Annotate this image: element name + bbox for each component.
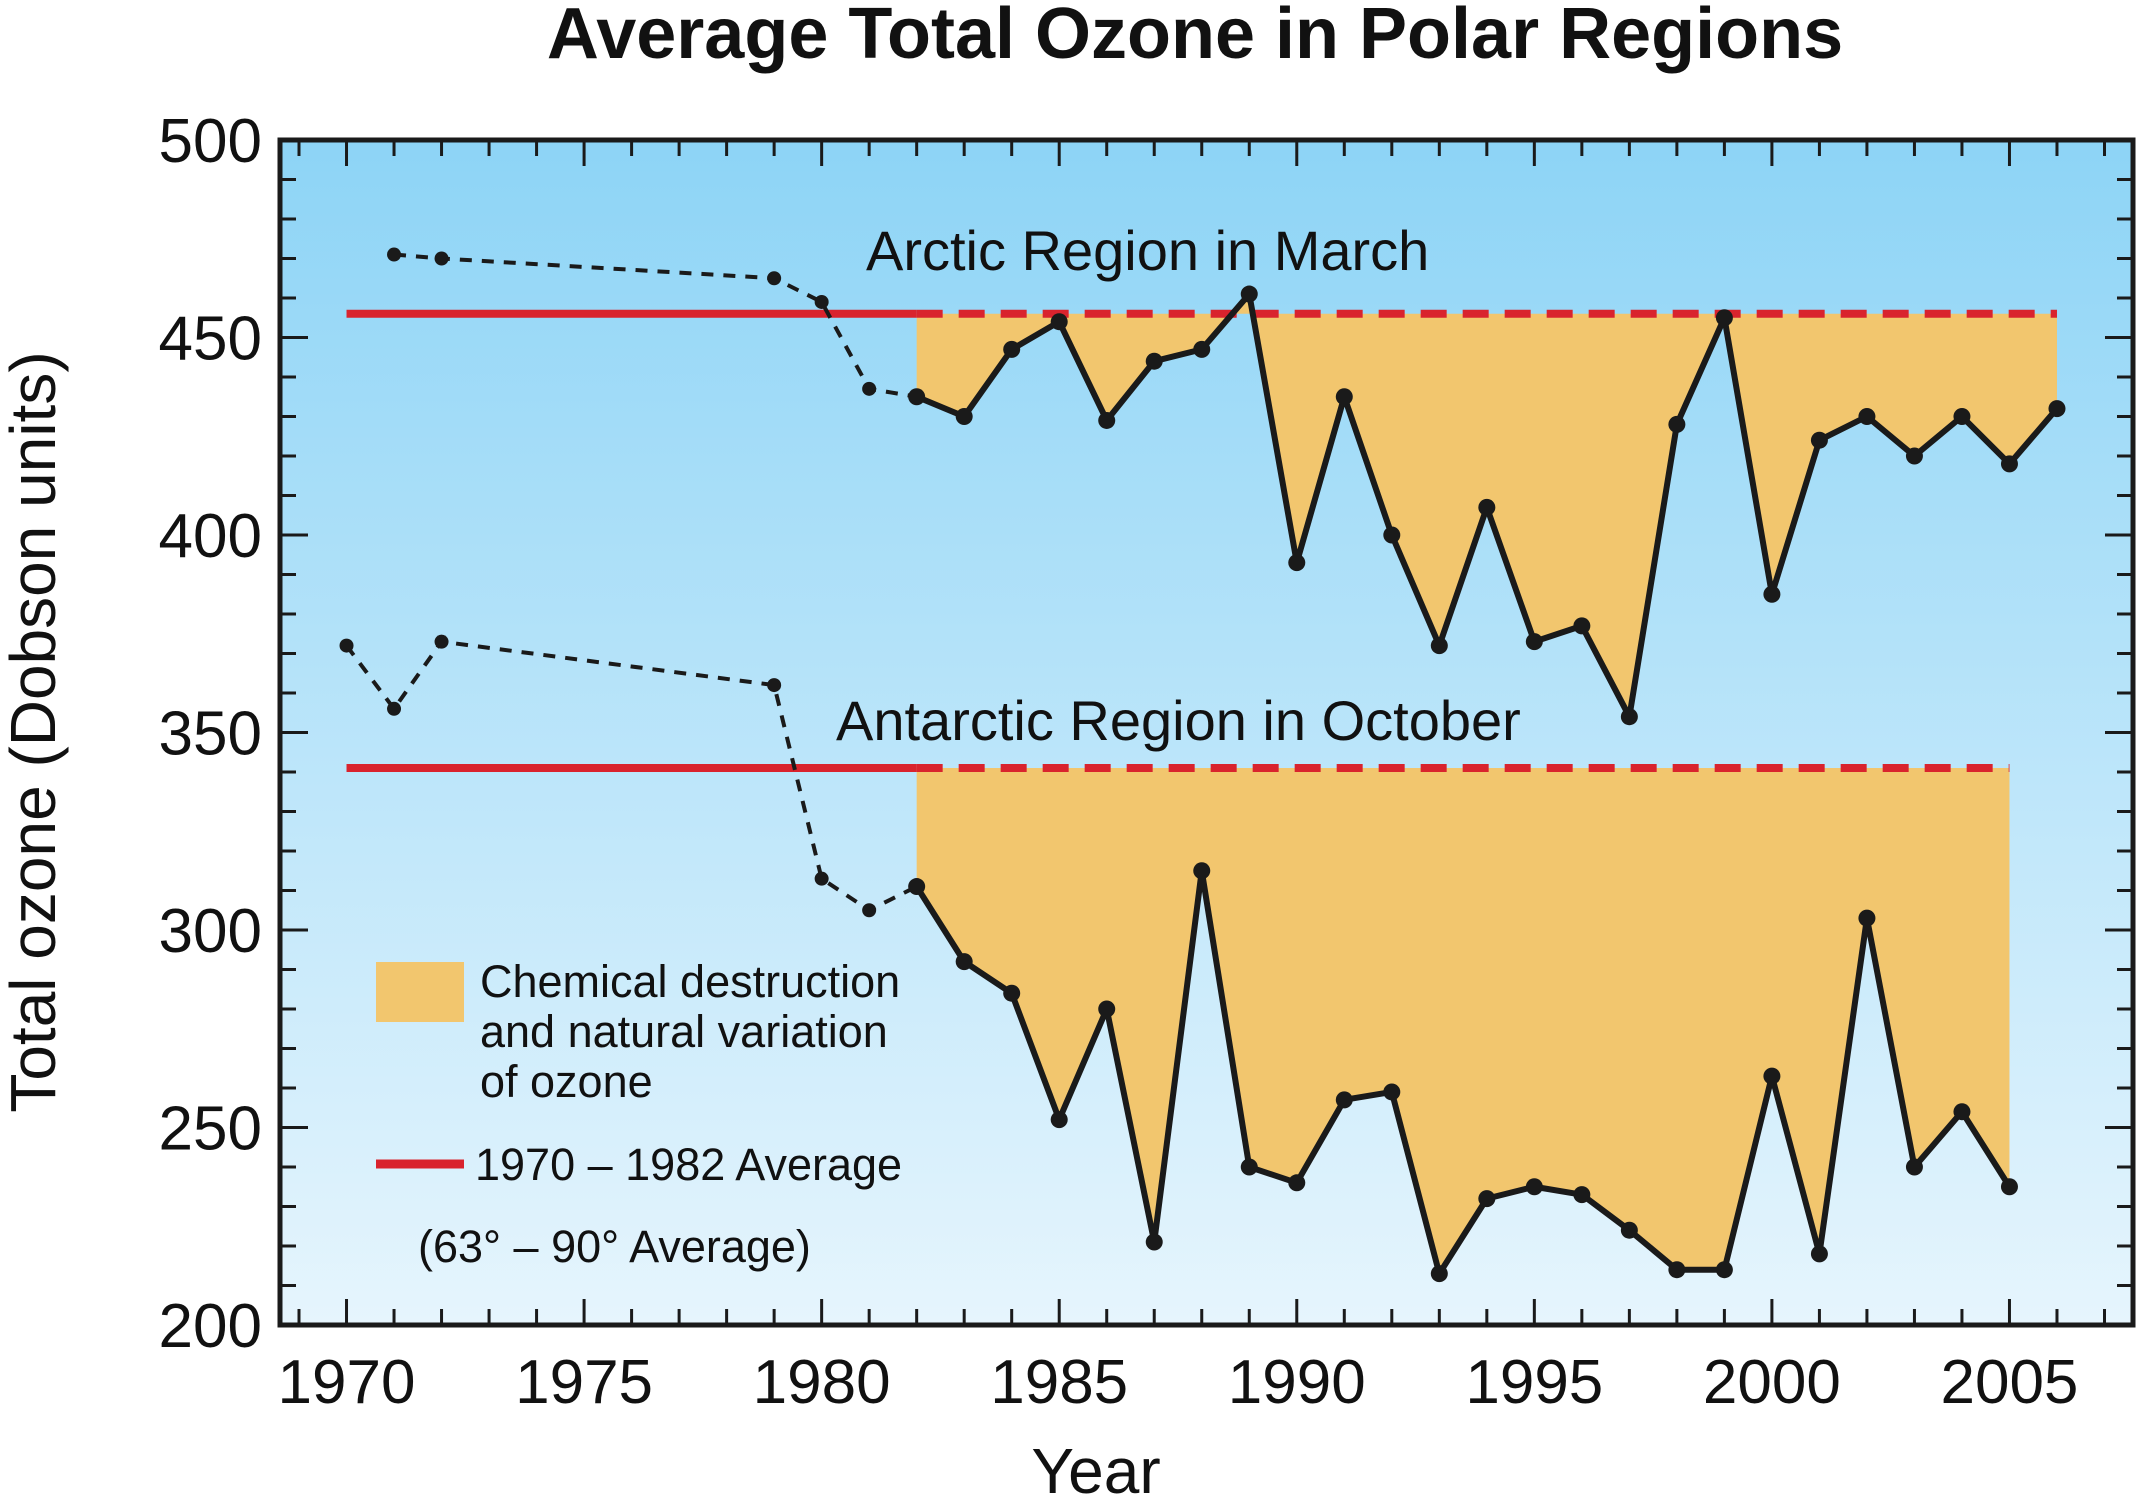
data-point <box>2048 400 2066 418</box>
y-tick-label: 450 <box>159 305 262 374</box>
data-point <box>955 408 973 425</box>
legend-average-label: 1970 – 1982 Average <box>475 1139 902 1190</box>
data-points <box>339 247 2066 1283</box>
legend-fill-label-line-1: Chemical destruction <box>480 956 900 1007</box>
x-tick-label: 1970 <box>278 1348 416 1417</box>
data-point <box>387 247 402 262</box>
legend-fill-label-line-2: and natural variation <box>480 1006 888 1057</box>
y-tick-label: 350 <box>159 700 262 769</box>
data-point <box>1145 352 1163 370</box>
data-point <box>1098 411 1116 429</box>
data-point <box>2000 455 2018 473</box>
series-line-solid-1 <box>914 867 2013 1277</box>
data-point <box>1953 408 1971 425</box>
y-tick-labels: 200 250 300 350 400 450 500 <box>159 107 262 1361</box>
data-point <box>1240 285 1258 303</box>
data-point <box>1478 498 1496 516</box>
series-line-dashed-0 <box>393 252 918 399</box>
data-point <box>1383 1083 1401 1101</box>
x-tick-label: 1975 <box>515 1348 653 1417</box>
data-point <box>1003 340 1021 358</box>
legend: Chemical destruction and natural variati… <box>376 956 902 1272</box>
data-point <box>1810 1245 1828 1263</box>
data-point <box>862 903 877 918</box>
data-point <box>908 388 926 406</box>
data-point <box>1763 585 1781 603</box>
y-tick-label: 250 <box>159 1095 262 1164</box>
data-point <box>1763 1067 1781 1085</box>
average-lines <box>346 309 2057 773</box>
data-point <box>1620 1221 1638 1239</box>
data-point <box>1430 637 1448 655</box>
data-point <box>767 678 782 693</box>
data-point <box>1573 617 1591 635</box>
data-point <box>1430 1265 1448 1283</box>
y-tick-label: 200 <box>159 1292 262 1361</box>
data-point <box>1715 1261 1733 1279</box>
data-point <box>1288 554 1306 572</box>
arctic-region-label: Arctic Region in March <box>866 219 1429 282</box>
antarctic-region-label: Antarctic Region in October <box>836 689 1521 752</box>
data-point <box>1193 340 1211 358</box>
data-point <box>1715 309 1733 327</box>
data-point <box>1525 1178 1543 1196</box>
data-point <box>1858 909 1876 927</box>
data-point <box>767 271 782 286</box>
x-axis-label: Year <box>1031 1435 1160 1498</box>
x-tick-label: 2005 <box>1940 1348 2078 1417</box>
data-point <box>1668 1261 1686 1279</box>
data-point <box>1953 1103 1971 1121</box>
x-tick-label: 1995 <box>1465 1348 1603 1417</box>
x-tick-labels: 1970 1975 1980 1985 1990 1995 2000 2005 <box>278 1348 2079 1417</box>
y-tick-label: 500 <box>159 107 262 176</box>
chart-title: Average Total Ozone in Polar Regions <box>547 0 1843 74</box>
legend-note: (63° – 90° Average) <box>418 1221 811 1272</box>
plot-frame <box>277 137 2136 1328</box>
data-point <box>1905 1158 1923 1176</box>
y-tick-label: 300 <box>159 897 262 966</box>
data-point <box>434 634 449 649</box>
data-point <box>908 878 926 896</box>
data-point <box>1573 1186 1591 1204</box>
data-point <box>1145 1233 1163 1251</box>
data-point <box>1668 415 1686 433</box>
ozone-loss-fill-1 <box>916 768 2010 1274</box>
data-point <box>387 701 402 716</box>
data-point <box>434 251 449 266</box>
data-point <box>1383 526 1401 544</box>
data-point <box>1193 862 1211 880</box>
data-point <box>1810 431 1828 449</box>
data-point <box>1905 447 1923 465</box>
data-point <box>1050 1111 1068 1129</box>
data-point <box>1525 633 1543 651</box>
y-tick-label: 400 <box>159 502 262 571</box>
x-tick-label: 1990 <box>1228 1348 1366 1417</box>
data-point <box>1288 1174 1306 1192</box>
data-point <box>339 638 354 653</box>
data-point <box>814 871 829 886</box>
data-point <box>1240 1158 1258 1176</box>
data-point <box>1335 388 1353 406</box>
data-point <box>1478 1190 1496 1208</box>
legend-fill-label-line-3: of ozone <box>480 1056 653 1107</box>
data-point <box>1858 408 1876 425</box>
data-point <box>1050 313 1068 331</box>
y-axis-label: Total ozone (Dobson units) <box>0 351 69 1112</box>
x-tick-label: 2000 <box>1703 1348 1841 1417</box>
data-point <box>1098 1000 1116 1018</box>
legend-fill-swatch <box>376 962 464 1022</box>
x-tick-label: 1985 <box>990 1348 1128 1417</box>
x-tick-label: 1980 <box>753 1348 891 1417</box>
data-point <box>814 294 829 309</box>
data-point <box>1620 708 1638 726</box>
data-point <box>1003 984 1021 1002</box>
data-point <box>862 381 877 396</box>
data-point <box>1335 1091 1353 1109</box>
data-point <box>2000 1178 2018 1196</box>
data-point <box>955 953 973 971</box>
